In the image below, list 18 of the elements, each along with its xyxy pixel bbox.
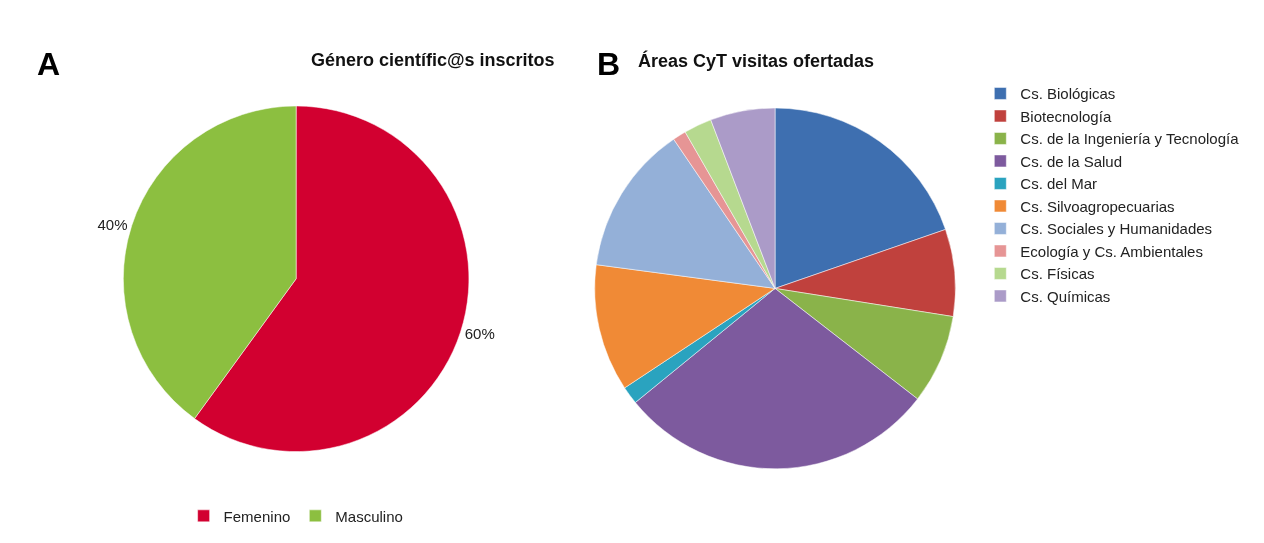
legend-label: Cs. Sociales y Humanidades <box>1020 220 1213 238</box>
legend-label: Cs. del Mar <box>1020 175 1098 193</box>
legend-label: Cs. Biológicas <box>1020 85 1116 103</box>
text: B <box>597 46 621 82</box>
data-label: 40% <box>97 216 128 234</box>
legend-label: Cs. Silvoagropecuarias <box>1020 197 1175 215</box>
legend-label: Cs. de la Ingeniería y Tecnología <box>1020 130 1240 148</box>
legend-label: Ecología y Cs. Ambientales <box>1020 242 1203 260</box>
legend-label: Cs. de la Salud <box>1020 152 1123 170</box>
legend-label: Femenino <box>223 507 291 525</box>
chart-title: Áreas CyT visitas ofertadas <box>638 50 875 71</box>
legend-label: Cs. Físicas <box>1020 265 1095 283</box>
legend-label: Biotecnología <box>1020 107 1112 125</box>
chart-title: Género científic@s inscritos <box>311 50 555 70</box>
legend-label: Masculino <box>335 507 403 525</box>
data-label: 60% <box>464 324 495 342</box>
text: A <box>37 46 61 82</box>
legend-label: Cs. Químicas <box>1020 287 1111 305</box>
